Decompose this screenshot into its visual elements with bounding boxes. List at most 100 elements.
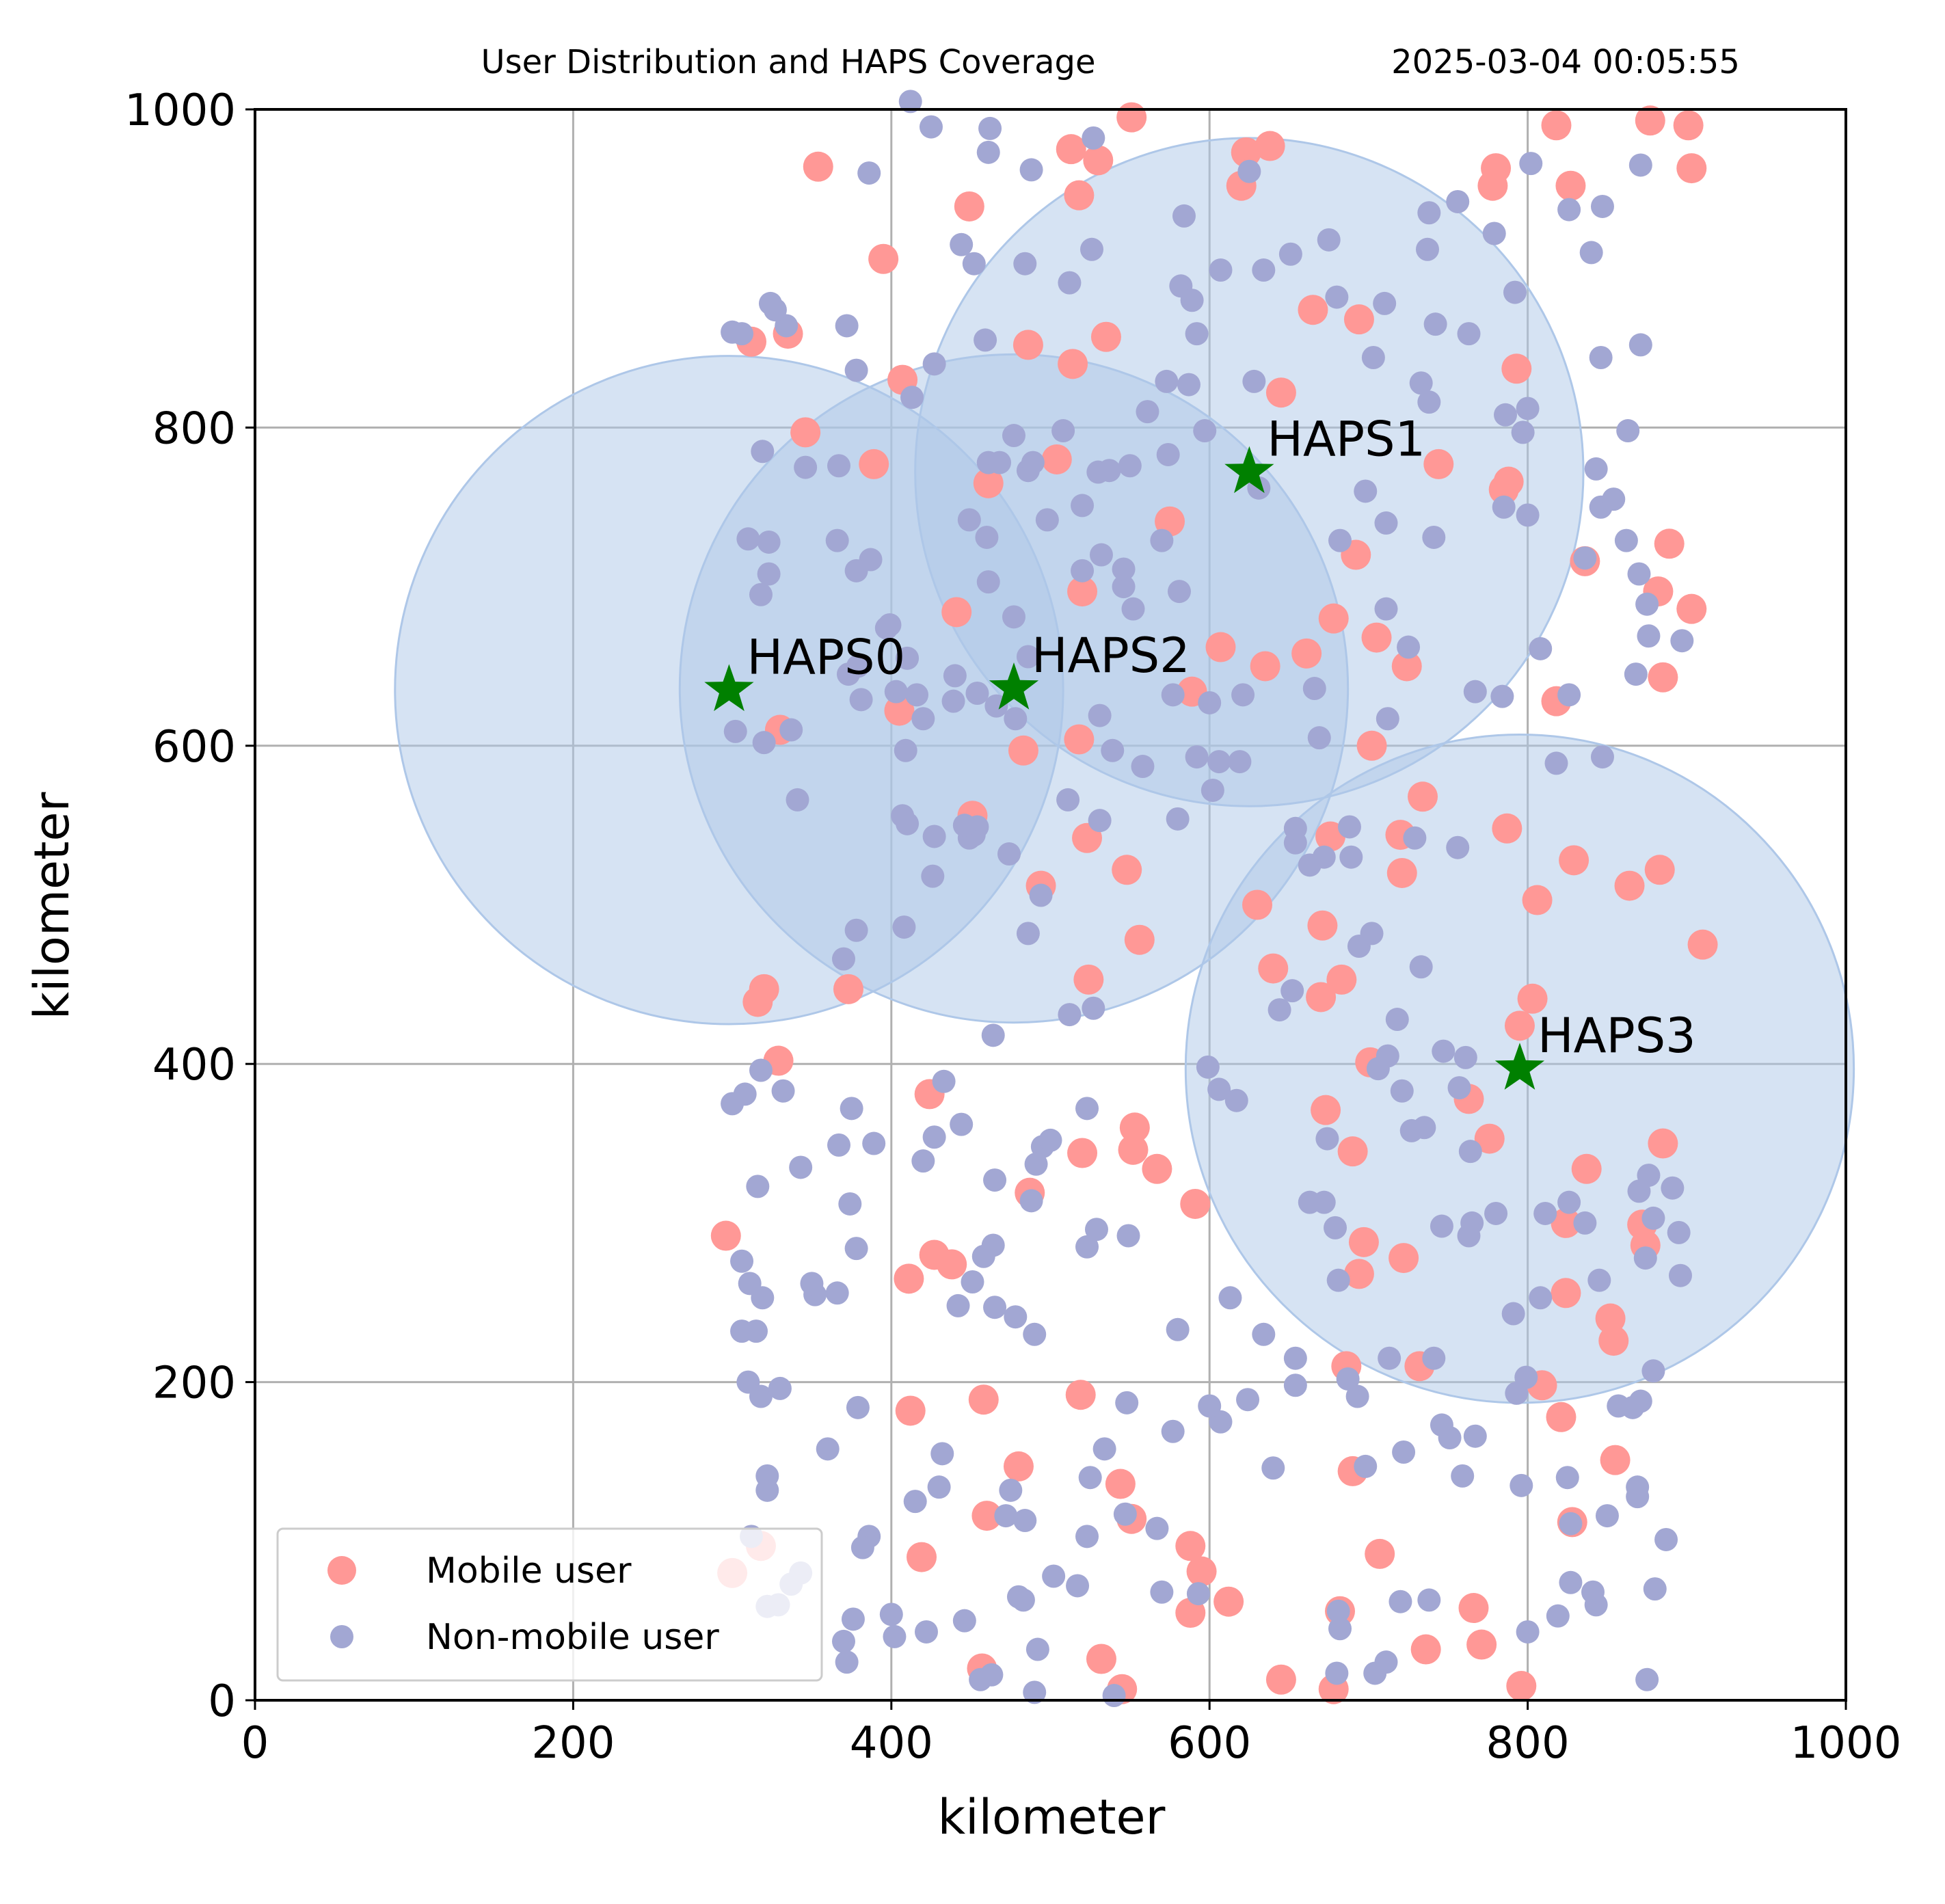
mobile-user-point [1116, 102, 1147, 133]
non-mobile-user-point [952, 814, 976, 837]
non-mobile-user-point [1252, 1322, 1276, 1346]
non-mobile-user-point [988, 451, 1012, 474]
mobile-user-point [1488, 474, 1519, 505]
non-mobile-user-point [922, 824, 946, 848]
non-mobile-user-point [1546, 1604, 1570, 1628]
non-mobile-user-point [1361, 346, 1385, 370]
non-mobile-user-point [844, 559, 868, 582]
non-mobile-user-point [971, 1244, 995, 1268]
haps-markers: HAPS0 HAPS1 HAPS2 HAPS3 [704, 412, 1696, 1090]
mobile-user-point [1551, 1278, 1581, 1309]
mobile-user-point [1067, 1138, 1098, 1168]
non-mobile-user-point [1136, 400, 1159, 424]
non-mobile-user-point [1516, 397, 1540, 420]
non-mobile-user-point [771, 1079, 795, 1103]
non-mobile-user-point [1011, 1588, 1035, 1612]
non-mobile-user-point [1573, 1211, 1597, 1235]
non-mobile-user-point [1075, 1235, 1099, 1259]
non-mobile-user-point [914, 1620, 938, 1644]
non-mobile-user-point [1667, 1220, 1691, 1244]
non-mobile-user-point [927, 1475, 951, 1499]
legend-box [276, 1527, 823, 1682]
legend: Mobile user Non-mobile user [276, 1527, 823, 1682]
non-mobile-user-point [1075, 1097, 1099, 1121]
non-mobile-user-point [922, 1125, 946, 1149]
non-mobile-user-point [849, 688, 873, 712]
non-mobile-user-point [757, 530, 781, 554]
non-mobile-user-point [1668, 1263, 1692, 1287]
non-mobile-user-point [1339, 845, 1363, 869]
mobile-user-point [1546, 1402, 1577, 1432]
mobile-user-point [1112, 855, 1142, 885]
non-mobile-user-point [981, 1023, 1005, 1047]
non-mobile-user-point [1196, 1055, 1220, 1079]
mobile-user-point [1086, 1644, 1116, 1674]
non-mobile-user-point [1186, 1582, 1210, 1606]
non-mobile-user-point [1092, 1437, 1116, 1461]
non-mobile-user-point [1131, 755, 1155, 779]
non-mobile-user-point [1066, 1574, 1090, 1598]
mobile-user-point [1474, 1123, 1505, 1154]
non-mobile-user-point [1207, 750, 1231, 774]
non-mobile-user-point [962, 252, 986, 276]
y-tick-label: 1000 [124, 85, 236, 136]
non-mobile-user-point [1080, 237, 1104, 261]
non-mobile-user-point [736, 527, 760, 551]
non-mobile-user-point [1056, 788, 1080, 812]
mobile-user-point [1598, 1326, 1629, 1356]
non-mobile-user-point [1325, 1661, 1349, 1685]
non-mobile-user-point [1403, 826, 1427, 850]
non-mobile-user-point [1002, 605, 1025, 629]
non-mobile-user-point [1392, 1440, 1416, 1464]
non-mobile-user-point [1519, 152, 1543, 176]
mobile-user-point [1559, 845, 1589, 876]
non-mobile-user-point [1101, 738, 1125, 762]
non-mobile-user-point [1167, 580, 1191, 604]
mobile-user-point [1501, 353, 1532, 384]
non-mobile-user-point [1633, 1246, 1657, 1270]
mobile-user-point [1687, 929, 1718, 960]
non-mobile-user-point [975, 525, 999, 549]
mobile-user-point [1318, 603, 1349, 634]
non-mobile-user-point [850, 1536, 874, 1559]
mobile-user-point [1673, 110, 1704, 141]
non-mobile-user-point [1088, 809, 1112, 833]
mobile-user-point [742, 987, 773, 1017]
non-mobile-user-point [1312, 845, 1336, 869]
non-mobile-user-point [1185, 745, 1209, 769]
mobile-user-point [859, 448, 889, 479]
non-mobile-user-point [1280, 979, 1304, 1003]
non-mobile-user-point [919, 115, 943, 139]
non-mobile-user-point [1283, 1373, 1307, 1397]
non-mobile-user-point [1490, 684, 1514, 708]
non-mobile-user-point [1075, 1525, 1099, 1548]
mobile-user-point [1186, 1556, 1217, 1587]
non-mobile-user-point [1628, 333, 1652, 357]
non-mobile-user-point [862, 1131, 886, 1155]
non-mobile-user-point [1013, 1509, 1037, 1533]
non-mobile-user-point [1376, 707, 1399, 731]
haps-label-haps2: HAPS2 [1032, 628, 1190, 684]
mobile-user-point [1180, 1188, 1211, 1219]
non-mobile-user-point [786, 788, 809, 812]
non-mobile-user-point [883, 1624, 907, 1648]
mobile-user-point [1423, 448, 1454, 479]
mobile-user-point [1205, 632, 1236, 662]
non-mobile-user-point [1614, 528, 1638, 552]
non-mobile-user-point [1559, 1570, 1583, 1594]
mobile-user-point [1307, 910, 1338, 941]
mobile-user-point [1073, 964, 1104, 995]
non-mobile-user-point [1166, 1317, 1190, 1341]
non-mobile-user-point [999, 1478, 1023, 1502]
mobile-user-point [1118, 1134, 1149, 1165]
non-mobile-user-point [1417, 201, 1441, 225]
non-mobile-user-point [1051, 419, 1075, 443]
mobile-user-point [710, 1220, 741, 1251]
mobile-user-point [1065, 1380, 1096, 1410]
non-mobile-user-point [749, 1384, 773, 1408]
non-mobile-user-point [983, 1296, 1007, 1319]
mobile-user-point [1654, 528, 1685, 559]
mobile-user-point [1337, 1136, 1368, 1167]
chart-title: User Distribution and HAPS Coverage [481, 43, 1095, 81]
non-mobile-user-point [950, 1112, 974, 1136]
